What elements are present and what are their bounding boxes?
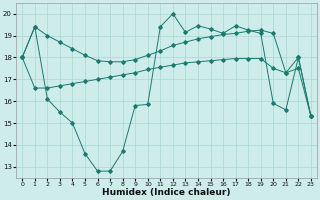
X-axis label: Humidex (Indice chaleur): Humidex (Indice chaleur) — [102, 188, 231, 197]
